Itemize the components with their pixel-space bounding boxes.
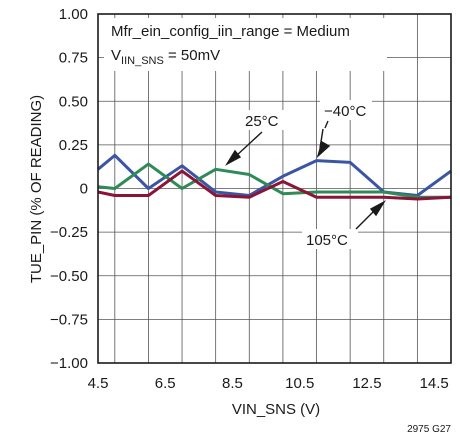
series-label-25: 25°C: [245, 113, 279, 130]
y-tick-label: 0: [80, 181, 88, 198]
label-bg-minus40: [320, 100, 372, 120]
arrow-minus40-shaft: [319, 128, 324, 149]
series-lines: [97, 153, 452, 201]
figure-id: 2975 G27: [407, 424, 451, 435]
arrow-25-shaft: [235, 131, 263, 157]
x-tick-label: 6.5: [155, 375, 176, 392]
plot-frame: [97, 13, 452, 364]
x-tick-label: 10.5: [285, 375, 314, 392]
grid: [98, 14, 451, 363]
x-tick-label: 4.5: [88, 375, 109, 392]
label-bg-105: [302, 229, 358, 249]
series-line-1: [97, 162, 451, 199]
arrow-105-head: [369, 200, 386, 217]
series-label-minus40: −40°C: [324, 103, 366, 120]
x-axis-label: VIN_SNS (V): [232, 401, 320, 418]
y-tick-label: −0.50: [50, 268, 88, 285]
y-axis-label: TUE_PIN (% OF READING): [28, 95, 45, 283]
leader-arrows: [225, 120, 386, 230]
label-bg-25: [241, 110, 285, 130]
series-line-2: [97, 169, 452, 201]
y-tick-label: 0.25: [59, 137, 88, 154]
x-tick-labels: 4.5 6.5 8.5 10.5 12.5 14.5: [88, 375, 449, 392]
annotation-box-bg: [104, 18, 387, 71]
y-tick-labels: 1.00 0.75 0.50 0.25 0 −0.25 −0.50 −0.75 −1.00: [50, 6, 88, 372]
arrow-minus40-line: [324, 120, 329, 129]
arrow-minus40-head: [316, 140, 331, 159]
y-tick-label: −0.25: [50, 224, 88, 241]
y-tick-label: 0.75: [59, 50, 88, 67]
y-tick-label: −0.75: [50, 311, 88, 328]
y-tick-label: 1.00: [59, 6, 88, 23]
x-tick-label: 12.5: [352, 375, 381, 392]
arrow-105-shaft: [355, 209, 376, 230]
annotation-range-setting: Mfr_ein_config_iin_range = Medium: [111, 23, 350, 40]
y-tick-label: 0.50: [59, 93, 88, 110]
y-tick-label: −1.00: [50, 355, 88, 372]
arrow-25-head: [225, 149, 242, 166]
annotation-vin-setting: VIIN_SNS = 50mV: [111, 47, 220, 67]
x-tick-label: 8.5: [222, 375, 243, 392]
x-tick-label: 14.5: [420, 375, 449, 392]
series-label-105: 105°C: [306, 232, 348, 249]
